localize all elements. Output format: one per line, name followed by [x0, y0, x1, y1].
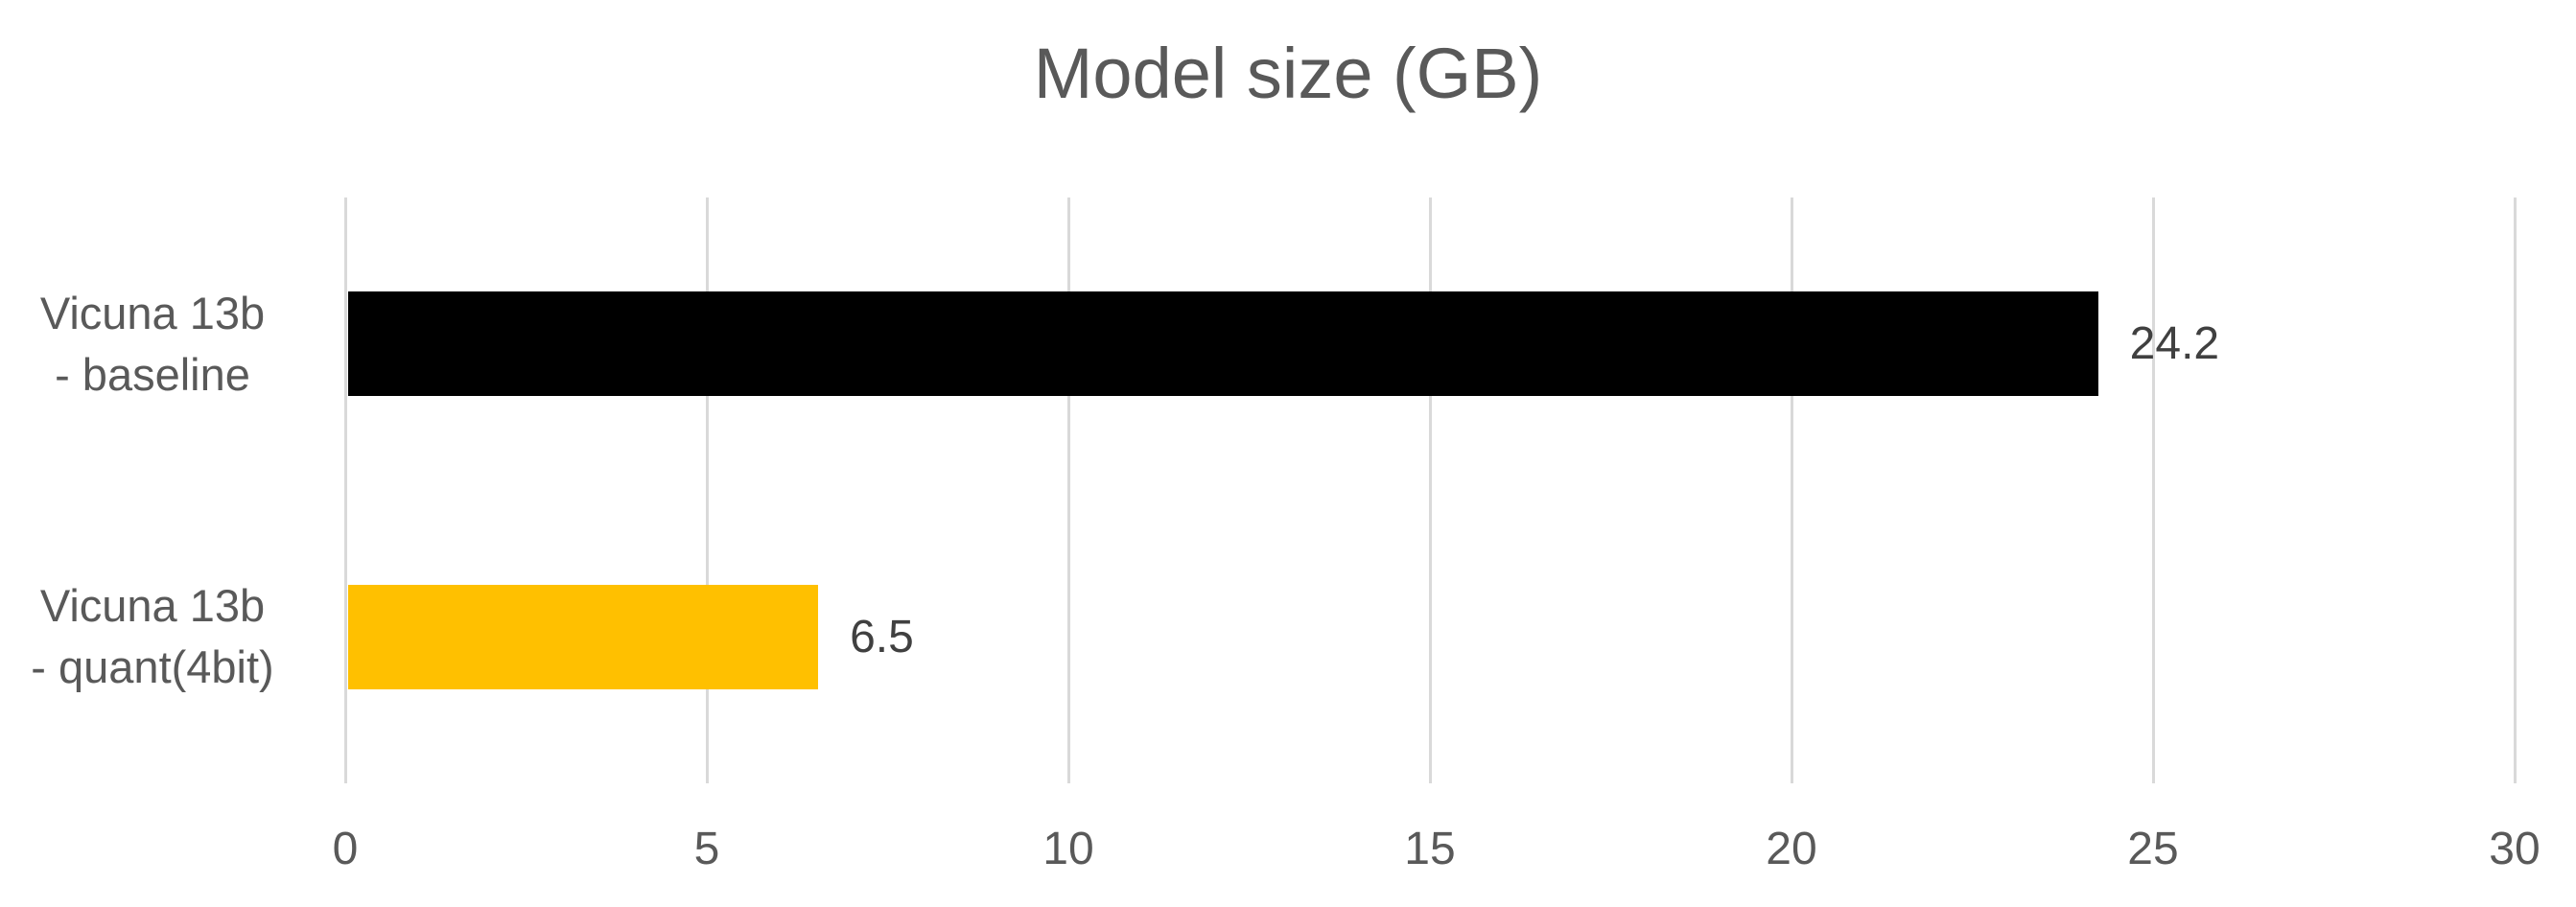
chart-title: Model size (GB)	[1033, 34, 1543, 113]
x-axis-tick-label: 15	[1404, 824, 1456, 874]
gridline-x-5	[705, 198, 709, 783]
gridline-x-20	[1790, 198, 1793, 783]
x-axis-tick-label: 10	[1042, 824, 1094, 874]
value-label-0: 24.2	[2129, 318, 2220, 370]
x-axis-tick-label: 5	[693, 824, 720, 874]
category-label-1: Vicuna 13b - quant(4bit)	[31, 580, 274, 693]
x-axis-tick-label: 0	[332, 824, 359, 874]
bar-0	[348, 291, 2098, 397]
x-axis-tick-label: 25	[2127, 824, 2179, 874]
gridline-x-0	[343, 198, 347, 783]
gridline-x-30	[2513, 198, 2517, 783]
category-label-0: Vicuna 13b - baseline	[39, 287, 266, 400]
gridline-x-25	[2151, 198, 2155, 783]
value-label-1: 6.5	[850, 611, 914, 663]
gridline-x-15	[1428, 198, 1432, 783]
bar-1	[348, 584, 819, 689]
gridline-x-10	[1066, 198, 1070, 783]
x-axis-tick-label: 30	[2489, 824, 2541, 874]
x-axis-tick-label: 20	[1766, 824, 1817, 874]
